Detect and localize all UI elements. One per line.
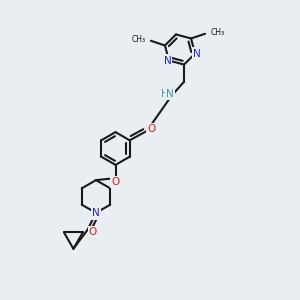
Text: N: N [92, 208, 100, 218]
Text: CH₃: CH₃ [211, 28, 225, 38]
Text: N: N [167, 89, 174, 99]
Text: N: N [164, 56, 171, 65]
Text: O: O [89, 227, 97, 237]
Text: CH₃: CH₃ [131, 35, 146, 44]
Text: N: N [193, 49, 200, 58]
Text: O: O [111, 177, 120, 187]
Text: H: H [161, 89, 169, 99]
Text: O: O [148, 124, 156, 134]
